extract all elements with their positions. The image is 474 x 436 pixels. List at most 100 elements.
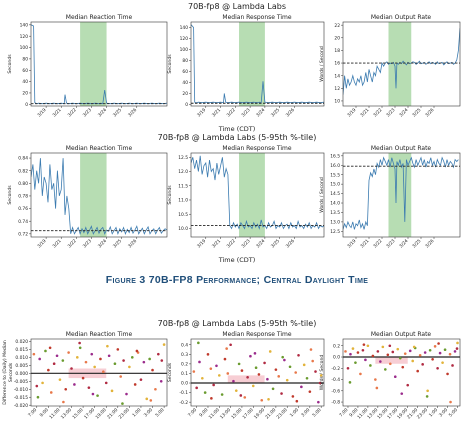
panel-title: Median Output Rate <box>371 331 432 338</box>
scatter-point <box>437 342 440 345</box>
scatter-point <box>449 400 452 404</box>
scatter-point <box>110 389 114 393</box>
panel-1-3: Median Output Rate 10 12 14 16 18 20 22 3/19 3/21… <box>319 14 461 118</box>
scatter-point <box>428 348 432 352</box>
x-tick-label: 1:00 <box>131 407 142 418</box>
scatter-point <box>451 364 454 367</box>
scatter-point <box>361 348 365 352</box>
x-tick-label: 17:00 <box>83 407 96 420</box>
y-tick-label: 10 <box>334 99 340 105</box>
scatter-point <box>240 369 244 372</box>
x-tick-label: 3/24 <box>255 107 266 118</box>
scatter-point <box>412 345 416 349</box>
scatter-point <box>398 356 402 360</box>
scatter-point <box>119 375 123 378</box>
scatter-point <box>192 370 196 373</box>
plot-area <box>343 341 460 404</box>
panel-title: Median Output Rate <box>371 14 432 21</box>
scatter-point <box>198 360 201 364</box>
panel-2-2: Median Response Time 10.0 10.5 11.0 11.5 12.0… <box>167 145 325 249</box>
median-band <box>375 357 408 364</box>
x-tick-label: 19:00 <box>253 407 266 420</box>
scatter-point <box>277 375 281 378</box>
y-tick-label: -0.015 <box>14 395 28 401</box>
panel-title: Median Response Time <box>222 145 291 152</box>
shaded-interval <box>239 22 265 106</box>
scatter-point <box>135 349 139 353</box>
y-tick-label: 0.005 <box>15 363 28 369</box>
scatter-point <box>393 375 397 379</box>
scatter-point <box>93 365 96 369</box>
scatter-point <box>391 350 395 354</box>
scatter-point <box>381 345 385 349</box>
y-tick-label: 14.5 <box>330 191 340 197</box>
y-tick-label: -0.4 <box>331 377 340 383</box>
scatter-point <box>130 356 134 359</box>
y-tick-label: 0.1 <box>181 371 188 377</box>
panel-title: Median Response Time <box>222 14 291 21</box>
y-tick-label: 12.0 <box>178 169 188 175</box>
panel-2-3: Median Output Rate 12.5 13.0 13.5 14.0 14.5 15… <box>319 145 461 249</box>
y-tick-label: 20 <box>334 35 340 41</box>
x-tick-label: 3/24 <box>97 238 108 249</box>
y-tick-label: 10.0 <box>178 226 188 232</box>
scatter-point <box>267 398 270 401</box>
scatter-point <box>81 376 85 380</box>
x-tick-label: 5:00 <box>311 407 322 418</box>
scatter-point <box>41 381 44 385</box>
y-tick-label: 0.020 <box>15 339 28 345</box>
scatter-point <box>384 368 387 371</box>
scatter-point <box>346 366 350 370</box>
scatter-point <box>403 352 407 355</box>
scatter-point <box>151 368 154 372</box>
panel-1-1: Median Reaction Time 0 20 40 60 80 100 120 140 3/… <box>7 14 168 118</box>
x-tick-label: 21:00 <box>264 407 277 420</box>
median-band <box>227 375 265 384</box>
scatter-point <box>220 393 224 396</box>
x-tick-label: 3/21 <box>359 107 370 118</box>
x-tick-label: 9:00 <box>198 407 209 418</box>
x-tick-label: 3/22 <box>67 107 78 118</box>
scatter-point <box>388 362 392 366</box>
panel-title: Median Reaction Time <box>66 331 133 338</box>
scatter-point <box>243 396 247 399</box>
axes-frame <box>342 21 461 107</box>
scatter-point <box>309 348 313 351</box>
scatter-point <box>239 394 243 397</box>
y-tick-label: 0.0 <box>181 381 188 387</box>
scatter-point <box>226 372 230 375</box>
x-tick-label: 3/26 <box>424 238 435 249</box>
scatter-point <box>300 385 303 389</box>
series-line <box>191 155 324 230</box>
scatter-point <box>317 400 320 404</box>
y-axis-label: Words / Second <box>319 177 325 213</box>
y-tick-label: 20 <box>22 91 28 97</box>
scatter-point <box>47 368 50 372</box>
scatter-point <box>62 400 65 404</box>
y-tick-label: 120 <box>180 36 189 42</box>
scatter-point <box>263 361 266 365</box>
y-tick-label: 10.5 <box>178 212 188 218</box>
y-tick-label: 0.76 <box>18 206 28 212</box>
scatter-point <box>369 364 372 367</box>
panel-title: Median Response Time <box>222 331 291 338</box>
y-tick-label: 80 <box>182 58 188 64</box>
x-tick-label: 3/26 <box>127 107 138 118</box>
x-tick-label: 15:00 <box>71 407 84 420</box>
y-tick-label: -0.005 <box>14 379 28 385</box>
scatter-point <box>376 350 380 353</box>
series-line <box>31 158 167 236</box>
scatter-point <box>348 381 352 384</box>
scatter-point <box>285 378 289 382</box>
y-tick-label: 22 <box>334 23 340 29</box>
group-xlabel: Time (CDT) <box>218 256 256 264</box>
scatter-point <box>91 392 95 396</box>
y-tick-label: -0.2 <box>331 366 340 372</box>
scatter-point <box>209 367 213 370</box>
scatter-point <box>78 341 81 345</box>
y-tick-label: 0 <box>25 102 28 108</box>
x-tick-label: 3/21 <box>211 238 222 249</box>
panel-3-1: Median Reaction Time -0.020 -0.015 -0.010 -0… <box>2 331 168 420</box>
scatter-point <box>70 367 73 370</box>
